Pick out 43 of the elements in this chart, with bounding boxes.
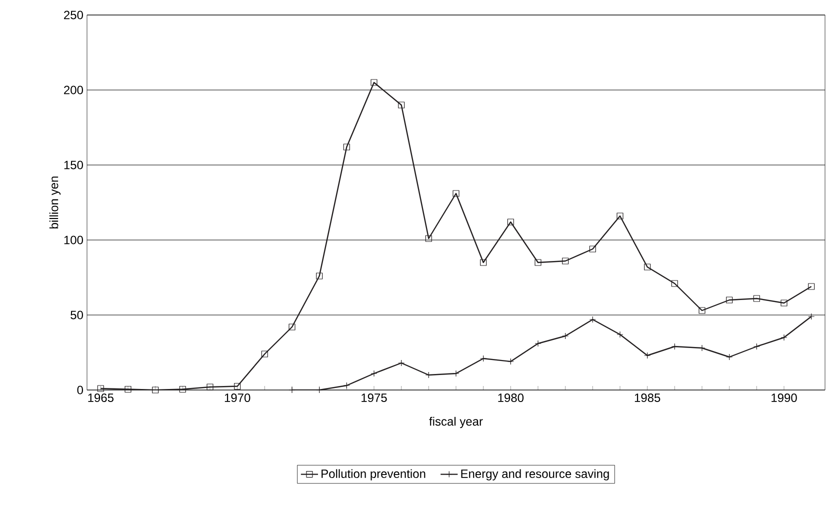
- x-tick-label: 1985: [634, 394, 660, 402]
- point: [780, 300, 788, 306]
- x-tick-label: 1975: [362, 394, 387, 402]
- point: [179, 386, 186, 393]
- point: [152, 386, 159, 394]
- point: [507, 218, 514, 226]
- x-tick-label: 1965: [88, 394, 114, 402]
- point: [480, 259, 487, 266]
- point: [316, 272, 323, 280]
- point: [644, 264, 651, 270]
- point: [370, 79, 378, 86]
- point: [616, 212, 624, 220]
- point: [206, 384, 214, 390]
- point: [343, 144, 350, 150]
- point: [808, 283, 815, 290]
- point: [452, 190, 460, 197]
- point: [97, 385, 104, 392]
- point: [234, 382, 241, 390]
- legend-label: Energy and resource saving: [461, 469, 609, 480]
- y-tick-label: 100: [64, 236, 84, 244]
- point: [562, 258, 569, 264]
- y-tick-label: 50: [70, 310, 84, 320]
- point: [398, 102, 405, 108]
- x-tick-label: 1990: [772, 394, 797, 402]
- point: [589, 246, 596, 252]
- legend-label: Pollution prevention: [322, 469, 426, 480]
- y-tick-label: 250: [64, 10, 84, 20]
- point: [698, 307, 706, 314]
- point: [753, 295, 760, 302]
- y-tick-label: 0: [77, 386, 84, 394]
- point: [261, 350, 268, 358]
- point: [425, 235, 432, 242]
- y-axis-title: billion yen: [49, 176, 61, 228]
- y-tick-label: 200: [64, 86, 84, 94]
- point: [671, 280, 678, 287]
- point: [534, 259, 542, 266]
- point: [726, 296, 733, 304]
- x-tick-label: 1970: [224, 394, 250, 402]
- x-axis-title: fiscal year: [429, 416, 483, 428]
- point: [124, 386, 132, 393]
- point: [288, 324, 296, 330]
- x-tick-label: 1980: [498, 394, 524, 402]
- y-tick-label: 150: [64, 160, 84, 170]
